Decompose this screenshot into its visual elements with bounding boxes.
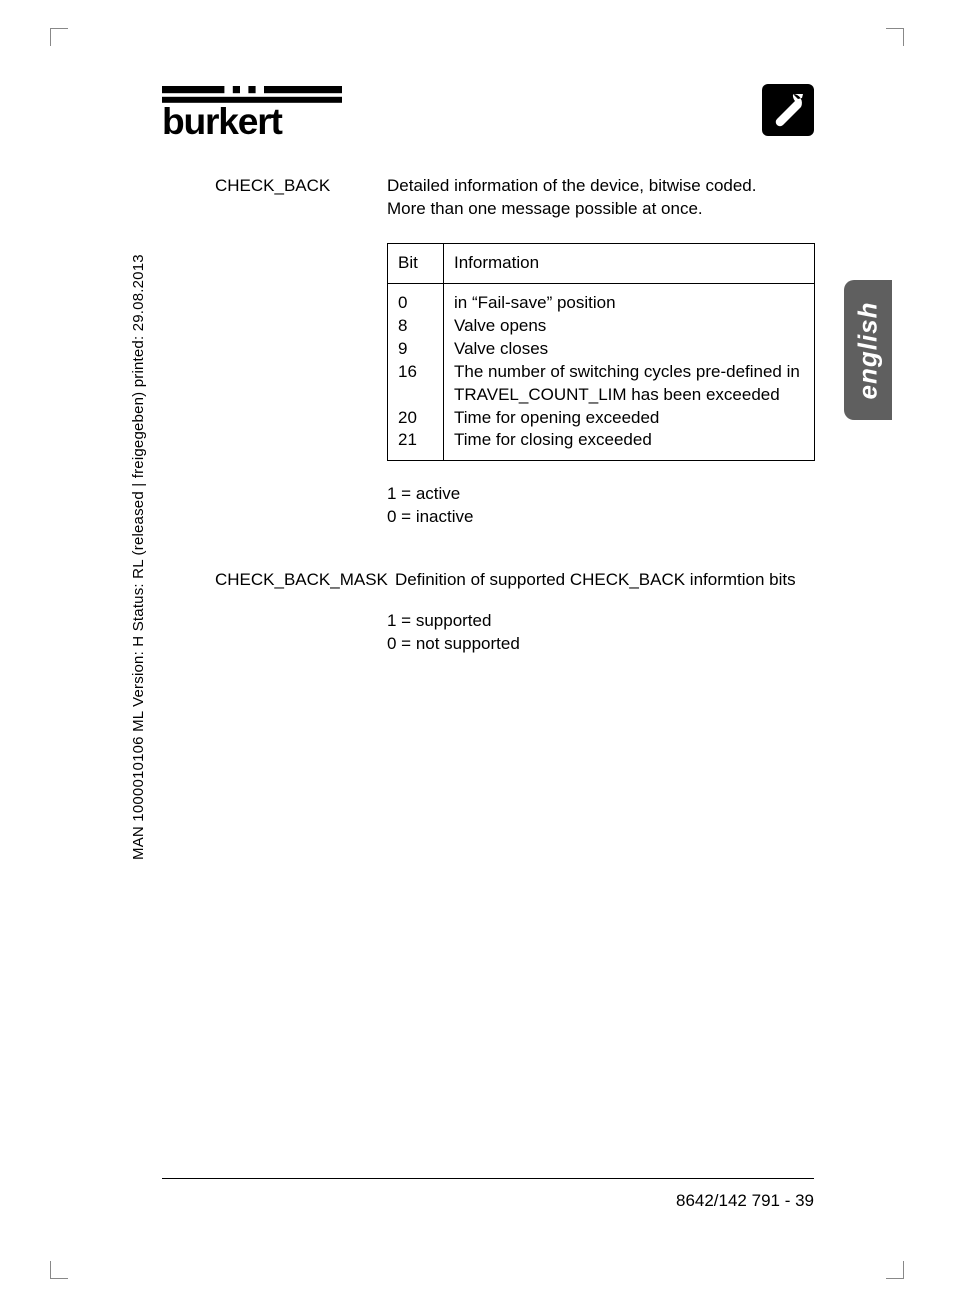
bit-info: in “Fail-save” position	[454, 292, 804, 315]
param-label: CHECK_BACK_MASK	[215, 569, 387, 592]
param-check-back-mask: CHECK_BACK_MASK Definition of supported …	[215, 569, 815, 592]
page-footer: 8642/142 791 - 39	[676, 1191, 814, 1211]
check-back-legend: 1 = active 0 = inactive	[387, 483, 815, 529]
bit-number: 8	[398, 315, 433, 338]
table-body: 0 8 9 16 20 21 in “Fail-save” position V…	[388, 284, 814, 461]
bit-info: Time for opening exceeded	[454, 407, 804, 430]
legend-line: 1 = active	[387, 483, 815, 506]
crop-mark	[50, 28, 68, 46]
document-id-side-text: MAN 1000010106 ML Version: H Status: RL …	[130, 254, 147, 860]
bit-info: Time for closing exceeded	[454, 429, 804, 452]
param-description: Detailed information of the device, bitw…	[387, 175, 815, 221]
param-check-back: CHECK_BACK Detailed information of the d…	[215, 175, 815, 221]
crop-mark	[886, 28, 904, 46]
bit-table: Bit Information 0 8 9 16 20 21 in “Fail-…	[387, 243, 815, 462]
table-header-bit: Bit	[388, 244, 444, 283]
page-content: CHECK_BACK Detailed information of the d…	[215, 175, 815, 696]
bit-number: 9	[398, 338, 433, 361]
legend-line: 0 = inactive	[387, 506, 815, 529]
bit-number: 20	[398, 407, 433, 430]
param-label: CHECK_BACK	[215, 175, 387, 221]
param-description: Definition of supported CHECK_BACK infor…	[395, 569, 815, 592]
crop-mark	[886, 1261, 904, 1279]
language-tab-label: english	[853, 301, 884, 399]
legend-line: 1 = supported	[387, 610, 815, 633]
param-desc-line: Detailed information of the device, bitw…	[387, 175, 815, 198]
bit-info: Valve opens	[454, 315, 804, 338]
burkert-logo: burkert	[162, 86, 342, 145]
bit-number-spacer	[398, 384, 433, 407]
bit-number: 21	[398, 429, 433, 452]
bit-info: The number of switching cycles pre-defin…	[454, 361, 804, 407]
bit-info: Valve closes	[454, 338, 804, 361]
check-back-mask-legend: 1 = supported 0 = not supported	[387, 610, 815, 656]
language-tab: english	[844, 280, 892, 420]
table-bit-column: 0 8 9 16 20 21	[388, 284, 444, 461]
table-header: Bit Information	[388, 244, 814, 284]
table-info-column: in “Fail-save” position Valve opens Valv…	[444, 284, 814, 461]
bit-number: 16	[398, 361, 433, 384]
crop-mark	[50, 1261, 68, 1279]
wrench-icon	[762, 84, 814, 136]
footer-rule	[162, 1178, 814, 1179]
svg-text:burkert: burkert	[162, 100, 283, 140]
table-header-info: Information	[444, 244, 814, 283]
param-desc-line: More than one message possible at once.	[387, 198, 815, 221]
legend-line: 0 = not supported	[387, 633, 815, 656]
bit-number: 0	[398, 292, 433, 315]
